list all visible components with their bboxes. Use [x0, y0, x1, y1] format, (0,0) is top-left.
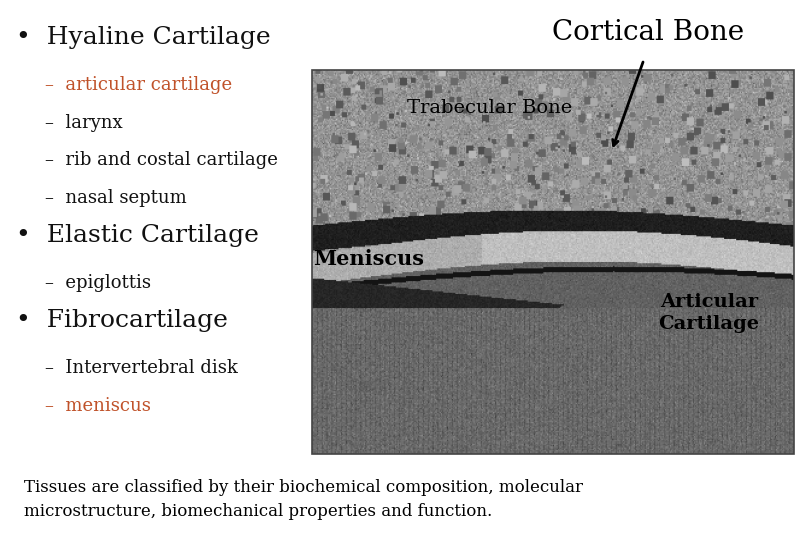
- Text: –  Intervertebral disk: – Intervertebral disk: [45, 359, 237, 377]
- Text: Meniscus: Meniscus: [313, 249, 424, 269]
- Text: –  articular cartilage: – articular cartilage: [45, 76, 232, 94]
- Text: –  larynx: – larynx: [45, 113, 122, 132]
- Text: Trabecular Bone: Trabecular Bone: [407, 99, 573, 117]
- Text: •  Fibrocartilage: • Fibrocartilage: [16, 309, 228, 332]
- Text: Cortical Bone: Cortical Bone: [552, 19, 744, 46]
- Bar: [312, 70, 794, 454]
- Text: Tissues are classified by their biochemical composition, molecular
microstructur: Tissues are classified by their biochemi…: [24, 480, 583, 519]
- Text: •  Elastic Cartilage: • Elastic Cartilage: [16, 225, 259, 247]
- Text: Articular
Cartilage: Articular Cartilage: [659, 293, 759, 333]
- Text: –  rib and costal cartilage: – rib and costal cartilage: [45, 151, 277, 170]
- Text: •  Hyaline Cartilage: • Hyaline Cartilage: [16, 26, 271, 49]
- Text: –  nasal septum: – nasal septum: [45, 189, 186, 207]
- Text: –  epiglottis: – epiglottis: [45, 274, 151, 292]
- Text: –  meniscus: – meniscus: [45, 396, 151, 415]
